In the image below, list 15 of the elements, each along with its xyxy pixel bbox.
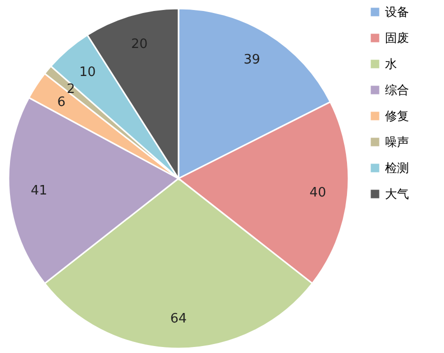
legend-label: 检测 [385,161,409,175]
legend-label: 修复 [385,109,409,123]
data-label: 40 [310,185,326,200]
legend-label: 水 [385,57,397,71]
data-label: 6 [57,94,66,110]
data-label: 2 [66,82,75,98]
data-label: 10 [79,65,96,80]
legend-label: 设备 [385,5,409,19]
data-label: 41 [30,183,48,198]
legend-label: 固废 [385,31,409,45]
legend-label: 综合 [385,83,409,97]
data-label: 64 [170,312,187,326]
legend-label: 噪声 [385,135,409,149]
legend-label: 大气 [385,187,409,201]
data-label: 39 [244,52,260,68]
